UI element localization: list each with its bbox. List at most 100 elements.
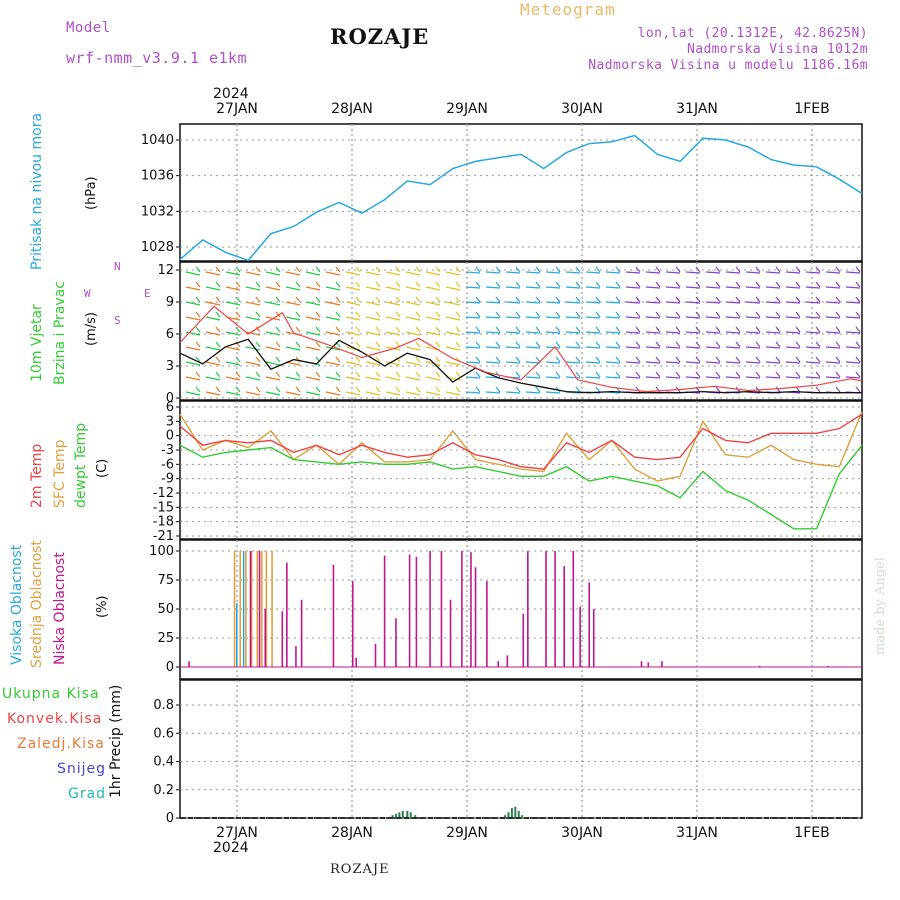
wind-barb xyxy=(285,301,301,306)
precip-bar xyxy=(409,812,412,818)
wind-barb xyxy=(705,301,721,304)
wind-barb-flag xyxy=(215,326,221,333)
wind-barb xyxy=(305,286,321,291)
wind-barb xyxy=(465,271,481,274)
wind-barb-flag xyxy=(615,341,621,348)
wind-barb xyxy=(365,331,381,336)
y-tick-label: 6 xyxy=(166,400,174,415)
wind-barb-flag xyxy=(255,386,261,393)
wind-barb xyxy=(285,376,301,381)
y-tick-label: 1036 xyxy=(141,169,174,184)
wind-barb xyxy=(765,271,781,274)
wind-barb-flag xyxy=(575,371,581,378)
wind-barb-flag xyxy=(655,371,661,378)
wind-barb xyxy=(525,361,541,364)
wind-barb xyxy=(205,271,221,276)
date-label-bottom: 29JAN xyxy=(446,825,488,841)
compass-rose: N W E S xyxy=(84,260,164,330)
wind-barb-flag xyxy=(595,341,601,348)
wind-barb-flag xyxy=(795,326,801,333)
wind-barb-flag xyxy=(255,326,261,333)
wind-barb-flag xyxy=(775,281,781,288)
wind-barb-flag xyxy=(675,356,681,363)
wind-barb-flag xyxy=(675,326,681,333)
wind-barb xyxy=(465,361,481,364)
wind-barb-flag xyxy=(555,296,561,303)
wind-barb-flag xyxy=(555,311,561,318)
wind-barb-flag xyxy=(355,296,361,303)
y-tick-label: 0 xyxy=(166,660,174,675)
wind-barb-flag xyxy=(775,311,781,318)
wind-barb xyxy=(585,331,601,334)
wind-barb xyxy=(605,286,621,289)
wind-barb xyxy=(285,316,301,321)
wind-barb xyxy=(185,271,201,276)
wind-barb-flag xyxy=(635,296,641,303)
wind-barb-flag xyxy=(715,341,721,348)
wind-barb xyxy=(645,301,661,304)
wind-barb-flag xyxy=(455,341,461,348)
wind-barb-flag xyxy=(335,356,341,363)
wind-barb xyxy=(765,316,781,319)
wind-barb-flag xyxy=(475,371,481,378)
wind-barb xyxy=(405,271,421,276)
wind-barb xyxy=(625,361,641,364)
wind-barb xyxy=(425,271,441,276)
wind-barb-flag xyxy=(435,296,441,303)
wind-barb xyxy=(425,331,441,336)
wind-barb xyxy=(405,331,421,336)
wind-barb xyxy=(605,316,621,319)
wind-barb xyxy=(645,331,661,334)
wind-barb xyxy=(825,376,841,379)
wind-barb xyxy=(425,361,441,366)
wind-barb xyxy=(465,346,481,349)
wind-barb xyxy=(705,361,721,364)
wind-barb-flag xyxy=(455,281,461,288)
wind-barb xyxy=(685,301,701,304)
wind-barb-flag xyxy=(495,356,501,363)
wind-barb xyxy=(805,316,821,319)
wind-barb-flag xyxy=(495,341,501,348)
wind-barb xyxy=(605,361,621,364)
wind-barb xyxy=(405,346,421,351)
wind-barb xyxy=(245,376,261,381)
wind-barb xyxy=(565,376,581,379)
wind-barb xyxy=(665,331,681,334)
wind-barb xyxy=(405,301,421,306)
wind-barb-flag xyxy=(795,296,801,303)
wind-barb-flag xyxy=(695,371,701,378)
wind-barb-flag xyxy=(275,281,281,288)
wind-barb xyxy=(705,376,721,379)
wind-barb-flag xyxy=(655,281,661,288)
wind-barb-flag xyxy=(355,311,361,318)
wind-barb-flag xyxy=(255,311,261,318)
wind-barb xyxy=(525,301,541,304)
wind-barb-flag xyxy=(835,386,841,393)
wind-barb-flag xyxy=(375,341,381,348)
wind-barb xyxy=(725,286,741,289)
wind-barb-flag xyxy=(855,281,861,288)
wind-barb-flag xyxy=(635,356,641,363)
wind-barb-flag xyxy=(835,266,841,273)
wind-barb-flag xyxy=(515,281,521,288)
precip-bar xyxy=(398,812,401,818)
wind-barb-flag xyxy=(475,326,481,333)
wind-barb xyxy=(385,361,401,366)
wind-barb-flag xyxy=(715,296,721,303)
wind-barb xyxy=(645,316,661,319)
wind-barb-flag xyxy=(435,341,441,348)
wind-barb xyxy=(385,271,401,276)
wind-barb xyxy=(505,391,521,394)
wind-barb xyxy=(185,286,201,291)
wind-barb xyxy=(685,346,701,349)
wind-barb xyxy=(405,376,421,381)
wind-barb xyxy=(225,376,241,381)
wind-barb xyxy=(465,316,481,319)
wind-barb-flag xyxy=(275,371,281,378)
wind-barb-flag xyxy=(775,356,781,363)
wind-barb xyxy=(445,346,461,351)
wind-barb xyxy=(785,376,801,379)
y-tick-label: 12 xyxy=(157,263,174,278)
wind-barb xyxy=(265,346,281,351)
wind-barb xyxy=(645,376,661,379)
